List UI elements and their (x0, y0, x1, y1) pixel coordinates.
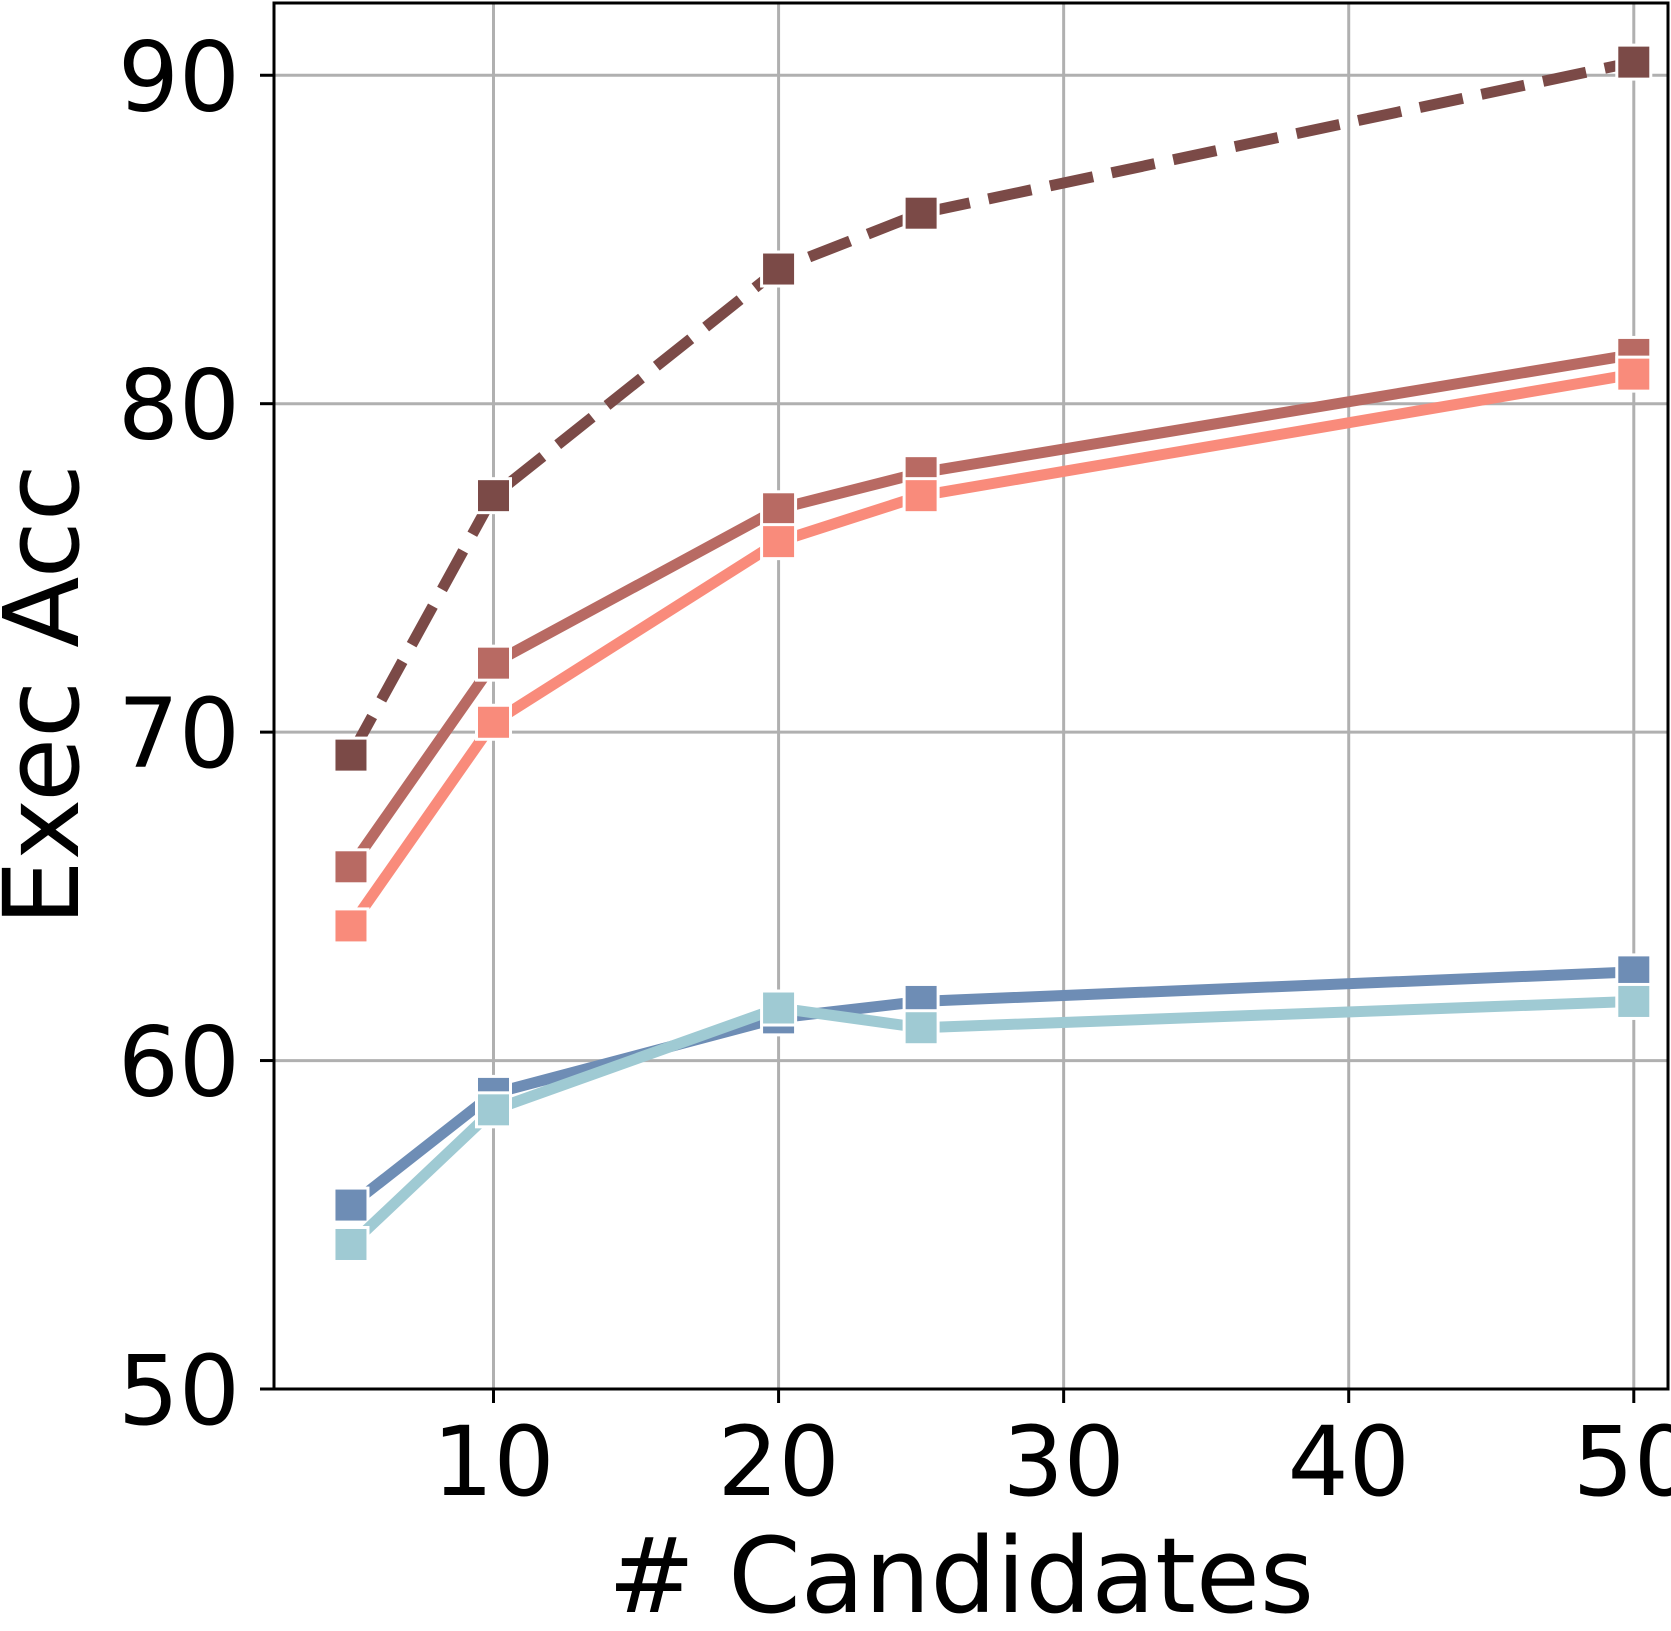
x-tick-label: 40 (1288, 1406, 1410, 1518)
data-point (332, 1186, 370, 1224)
data-point (902, 1009, 940, 1047)
data-point (902, 477, 940, 515)
plot-series (332, 43, 1653, 1263)
series-series-3 (332, 355, 1653, 945)
data-point (475, 1091, 513, 1129)
data-point (332, 1225, 370, 1263)
data-point (760, 523, 798, 561)
data-point (1615, 982, 1653, 1020)
data-point (760, 250, 798, 288)
series-line (347, 995, 1635, 1249)
grid (274, 3, 1668, 1391)
plot-frame (272, 1, 1670, 1391)
data-point (760, 490, 798, 528)
axis-ticks: 10 20 30 40 50 50 60 70 80 90 (118, 21, 1671, 1518)
data-point (902, 194, 940, 232)
series-line (346, 348, 1635, 870)
y-tick-label: 70 (118, 678, 240, 790)
data-point (475, 644, 513, 682)
series-series-2 (332, 335, 1653, 886)
data-point (475, 703, 513, 741)
y-tick-label: 90 (118, 21, 240, 133)
data-point (332, 848, 370, 886)
y-tick-label: 80 (118, 350, 240, 462)
series-series-5 (332, 982, 1653, 1263)
series-series-1 (332, 43, 1653, 774)
y-tick-label: 60 (118, 1007, 240, 1119)
data-point (760, 989, 798, 1027)
data-point (332, 736, 370, 774)
x-tick-label: 50 (1573, 1406, 1671, 1518)
x-axis-title: # Candidates (608, 1515, 1314, 1631)
x-tick-label: 10 (432, 1406, 554, 1518)
data-point (1615, 43, 1653, 81)
x-tick-label: 20 (717, 1406, 839, 1518)
x-tick-label: 30 (1003, 1406, 1125, 1518)
data-point (475, 477, 513, 515)
data-point (332, 907, 370, 945)
y-tick-label: 50 (118, 1335, 240, 1447)
y-axis-title: Exec Acc (0, 464, 103, 926)
series-series-4 (332, 953, 1653, 1224)
data-point (1615, 355, 1653, 393)
